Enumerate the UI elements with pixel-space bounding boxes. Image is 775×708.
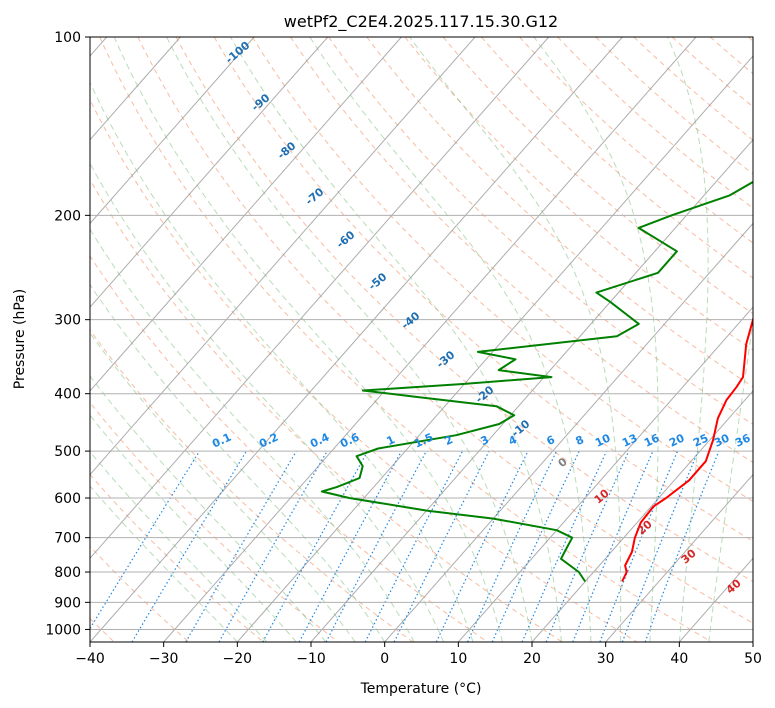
moist-adiabat [667, 37, 709, 642]
dry-adiabat [90, 473, 264, 642]
y-tick-label: 600 [54, 491, 81, 507]
x-tick-label: 20 [523, 651, 541, 667]
y-axis-label: Pressure (hPa) [12, 289, 28, 389]
moist-adiabat [90, 332, 356, 642]
moist-adiabat [309, 37, 592, 642]
mixing-ratio-line [364, 450, 464, 642]
y-tick-label: 200 [54, 208, 81, 224]
moist-adiabat [90, 451, 268, 642]
dry-adiabat [90, 329, 414, 642]
isotherm [531, 390, 753, 642]
moist-adiabat [90, 162, 445, 642]
moist-adiabat [230, 37, 562, 642]
dry-adiabat [90, 255, 488, 642]
isotherm [90, 37, 329, 308]
mixing-ratio-line [572, 450, 654, 642]
moist-adiabat [533, 37, 659, 642]
moist-adiabat [166, 37, 533, 642]
mixing-ratio-line [621, 450, 699, 642]
x-tick-label: 10 [449, 651, 467, 667]
dry-adiabat [328, 37, 753, 425]
mixing-ratio-label: 10 [593, 431, 613, 449]
mixing-ratio-line [644, 450, 720, 642]
dry-adiabat [90, 98, 638, 642]
profile-lines [320, 180, 753, 583]
isotherm [90, 37, 476, 476]
dewpoint-profile [320, 180, 753, 583]
isotherm [236, 55, 753, 642]
mixing-ratio-label: 36 [733, 431, 753, 449]
mixing-ratio-line [393, 450, 490, 642]
x-tick-label: −10 [296, 651, 326, 667]
moist-adiabat [90, 375, 327, 642]
x-tick-label: −40 [75, 651, 105, 667]
dry-adiabat [404, 37, 753, 351]
dry-adiabat [175, 37, 753, 583]
y-tick-label: 1000 [45, 622, 81, 638]
isotherm [384, 222, 753, 642]
dry-adiabat [557, 37, 753, 209]
isotherm [310, 138, 753, 642]
isotherm [163, 37, 697, 642]
moist-adiabat [708, 317, 753, 642]
mixing-ratio-label: 20 [667, 431, 687, 449]
isotherm [90, 37, 255, 225]
x-tick-label: 50 [744, 651, 762, 667]
y-tick-label: 400 [54, 387, 81, 403]
dry-adiabat [633, 37, 753, 141]
dry-adiabat [213, 37, 753, 542]
x-axis-label: Temperature (°C) [360, 681, 482, 697]
background-lines [90, 37, 753, 642]
axes: −40 −30 −20 −10 0 10 20 30 40 50 100 200 300 400 500 60… [45, 30, 762, 667]
mixing-ratio-label: 30 [712, 431, 732, 449]
moist-adiabat [90, 485, 238, 642]
mixing-ratio-line [218, 450, 328, 642]
x-tick-label: −30 [149, 651, 179, 667]
y-tick-label: 900 [54, 595, 81, 611]
dry-adiabat [90, 178, 563, 642]
moist-adiabat [90, 228, 415, 642]
chart-title: wetPf2_C2E4.2025.117.15.30.G12 [284, 12, 558, 32]
mixing-ratio-label: 16 [642, 431, 662, 449]
mixing-ratio-line [521, 450, 608, 642]
moist-adiabat [90, 283, 386, 642]
isotherm [90, 37, 402, 392]
x-tick-label: 40 [670, 651, 688, 667]
temperature-profile [621, 316, 753, 582]
mixing-ratio-line [298, 450, 403, 642]
moist-adiabat [90, 81, 474, 642]
mixing-ratio-line [90, 450, 201, 630]
y-tick-label: 500 [54, 444, 81, 460]
x-tick-label: 30 [597, 651, 615, 667]
dry-adiabat [251, 37, 753, 502]
x-tick-label: 0 [380, 651, 389, 667]
dry-adiabat [99, 37, 712, 642]
mixing-ratio-line [262, 450, 369, 642]
dry-adiabat [137, 37, 753, 624]
mixing-ratio-label: 13 [620, 431, 639, 449]
mixing-ratio-line [545, 450, 630, 642]
mixing-ratio-label: 25 [691, 431, 710, 449]
isotherm [90, 37, 181, 141]
plot-frame [89, 36, 754, 643]
x-tick-label: −20 [223, 651, 253, 667]
moist-adiabat [409, 37, 622, 642]
dry-adiabat [442, 37, 753, 315]
moist-adiabat [90, 414, 297, 642]
isotherm [90, 37, 623, 642]
y-tick-label: 300 [54, 313, 81, 329]
isotherm [90, 37, 550, 560]
isotherm [457, 306, 753, 642]
y-tick-label: 800 [54, 565, 81, 581]
y-tick-label: 700 [54, 531, 81, 547]
moist-adiabat [113, 37, 503, 642]
mixing-ratio-line [599, 450, 679, 642]
isotherm [605, 473, 753, 642]
y-tick-label: 100 [54, 30, 81, 46]
plot-area [90, 37, 753, 642]
